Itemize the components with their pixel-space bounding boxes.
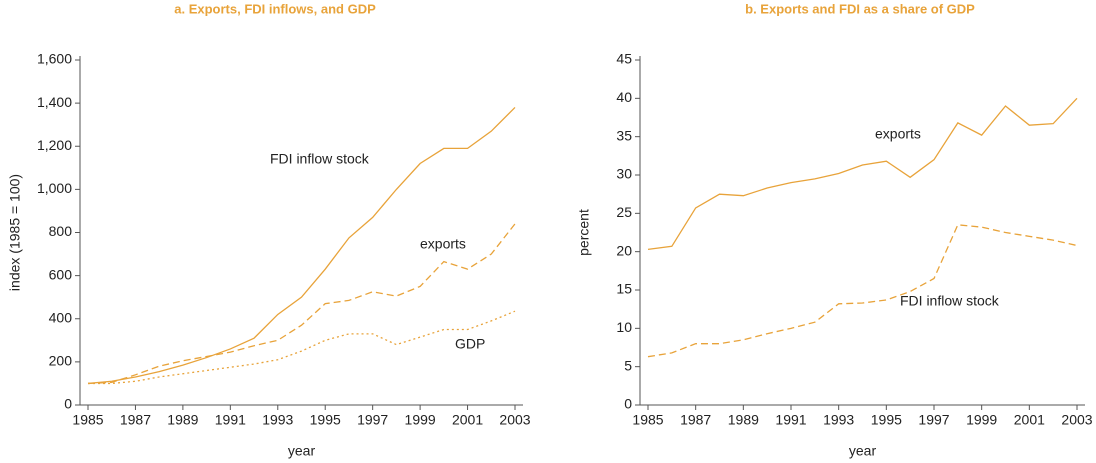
x-axis-label: year <box>849 443 877 459</box>
y-tick-label: 0 <box>64 396 72 412</box>
y-tick-label: 20 <box>616 242 632 258</box>
y-tick-label: 30 <box>616 166 632 182</box>
x-tick-label: 1985 <box>72 412 103 428</box>
series-label: exports <box>875 126 921 142</box>
y-axis-label: index (1985 = 100) <box>7 174 23 291</box>
series-line <box>88 310 516 385</box>
y-tick-label: 10 <box>616 319 632 335</box>
chart-title: a. Exports, FDI inflows, and GDP <box>174 1 376 16</box>
x-tick-label: 1989 <box>728 412 759 428</box>
y-tick-label: 45 <box>616 51 632 67</box>
x-tick-label: 1997 <box>357 412 388 428</box>
series-line <box>647 224 1078 358</box>
y-tick-label: 25 <box>616 204 632 220</box>
x-tick-label: 2001 <box>452 412 483 428</box>
y-tick-label: 40 <box>616 89 632 105</box>
x-tick-label: 1985 <box>632 412 663 428</box>
x-tick-label: 1989 <box>167 412 198 428</box>
y-tick-label: 5 <box>624 357 632 373</box>
x-tick-label: 2003 <box>1061 412 1092 428</box>
y-tick-label: 1,400 <box>37 94 72 110</box>
x-tick-label: 1993 <box>262 412 293 428</box>
y-tick-label: 15 <box>616 281 632 297</box>
x-tick-label: 1987 <box>120 412 151 428</box>
y-tick-label: 1,600 <box>37 51 72 67</box>
x-tick-label: 1987 <box>680 412 711 428</box>
series-label: GDP <box>455 336 485 352</box>
x-tick-label: 2003 <box>499 412 530 428</box>
chart-title: b. Exports and FDI as a share of GDP <box>745 1 975 16</box>
x-tick-label: 1991 <box>215 412 246 428</box>
x-axis-label: year <box>288 443 316 459</box>
x-tick-label: 1999 <box>966 412 997 428</box>
x-tick-label: 1995 <box>871 412 902 428</box>
series-line <box>647 97 1078 251</box>
series-label: exports <box>420 236 466 252</box>
y-tick-label: 400 <box>49 309 73 325</box>
x-tick-label: 1997 <box>918 412 949 428</box>
y-tick-label: 1,200 <box>37 137 72 153</box>
y-tick-label: 35 <box>616 127 632 143</box>
x-tick-label: 1991 <box>775 412 806 428</box>
y-tick-label: 800 <box>49 223 73 239</box>
y-tick-label: 0 <box>624 396 632 412</box>
y-tick-label: 1,000 <box>37 180 72 196</box>
x-tick-label: 1993 <box>823 412 854 428</box>
series-line <box>87 106 516 385</box>
x-tick-label: 1995 <box>310 412 341 428</box>
series-label: FDI inflow stock <box>900 293 1000 309</box>
x-tick-label: 1999 <box>405 412 436 428</box>
y-axis-label: percent <box>576 209 592 256</box>
series-line <box>87 223 516 385</box>
y-tick-label: 600 <box>49 266 73 282</box>
y-tick-label: 200 <box>49 353 73 369</box>
series-label: FDI inflow stock <box>270 151 370 167</box>
x-tick-label: 2001 <box>1014 412 1045 428</box>
